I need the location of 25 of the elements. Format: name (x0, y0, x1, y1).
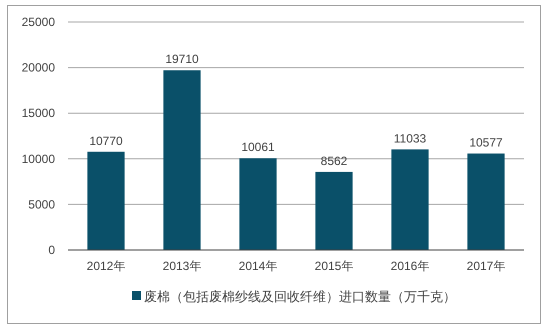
x-tick-label: 2013年 (162, 259, 202, 273)
x-tick-label: 2012年 (86, 259, 126, 273)
x-tick-label: 2016年 (390, 259, 430, 273)
x-tick-label: 2014年 (238, 259, 278, 273)
y-tick-label: 0 (48, 243, 56, 257)
bar (163, 70, 201, 250)
bar (391, 149, 429, 250)
y-tick-label: 5000 (28, 197, 56, 212)
data-label: 10061 (241, 140, 276, 154)
data-label: 10770 (89, 134, 124, 148)
data-label: 11033 (394, 131, 427, 146)
x-tick-label: 2015年 (314, 259, 354, 273)
data-label: 8562 (320, 154, 348, 168)
y-tick-label: 10000 (22, 152, 56, 166)
data-label: 19710 (165, 52, 200, 66)
x-tick-label: 2017年 (466, 259, 506, 273)
data-label: 10577 (469, 136, 504, 150)
legend: 废棉（包括废棉纱线及回收纤维）进口数量（万千克） (132, 289, 456, 304)
bar (239, 158, 277, 250)
bar (467, 154, 505, 250)
y-tick-label: 15000 (22, 106, 56, 120)
bar (315, 172, 353, 250)
bar (87, 152, 125, 250)
y-tick-label: 25000 (22, 15, 56, 29)
y-tick-label: 20000 (22, 60, 56, 75)
